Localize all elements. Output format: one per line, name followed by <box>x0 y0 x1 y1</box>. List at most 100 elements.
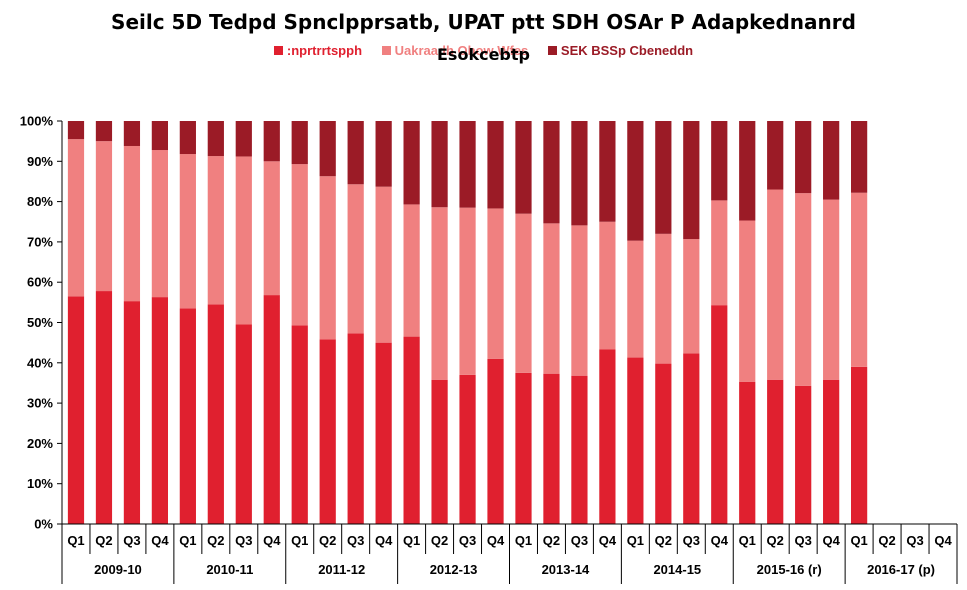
bar-segment-3 <box>319 121 336 177</box>
bar-segment-3 <box>375 121 392 187</box>
bar-segment-3 <box>627 121 644 241</box>
x-group-label: 2010-11 <box>206 562 253 577</box>
bar-segment-3 <box>767 121 784 190</box>
x-tick-label: Q4 <box>599 533 617 548</box>
bar-segment-2 <box>95 141 113 292</box>
bar-segment-3 <box>235 121 252 157</box>
x-group-label: 2013-14 <box>542 562 590 577</box>
bar-segment-1 <box>823 379 840 524</box>
x-tick-label: Q3 <box>906 533 923 548</box>
bar-segment-2 <box>655 233 672 364</box>
legend-swatch <box>273 46 283 55</box>
bar-segment-3 <box>207 121 224 157</box>
bar-segment-2 <box>795 193 812 386</box>
x-group-label: 2016-17 (p) <box>867 562 935 577</box>
bar-segment-1 <box>655 363 672 524</box>
y-tick-label: 80% <box>27 194 53 209</box>
x-tick-label: Q1 <box>515 533 532 548</box>
legend-item-series-3: SEK BSSp Cbeneddn <box>547 43 694 58</box>
bar-segment-1 <box>151 297 169 524</box>
bar-segment-1 <box>123 301 141 524</box>
x-group-label: 2009-10 <box>94 562 142 577</box>
bar-segment-1 <box>207 304 224 524</box>
bar-segment-3 <box>179 121 196 155</box>
legend-label: SEK BSSp Cbeneddn <box>560 43 694 58</box>
x-tick-label: Q1 <box>850 533 867 548</box>
bar-segment-1 <box>179 308 196 524</box>
bar-segment-1 <box>515 372 532 524</box>
x-tick-label: Q2 <box>655 533 672 548</box>
bar-segment-3 <box>515 121 532 214</box>
x-group-label: 2014-15 <box>653 562 701 577</box>
bar-segment-2 <box>347 184 364 334</box>
x-tick-label: Q2 <box>95 533 112 548</box>
bar-segment-1 <box>599 349 616 524</box>
bar-segment-3 <box>850 121 868 193</box>
bar-segment-2 <box>179 154 196 309</box>
bar-segment-1 <box>627 357 644 524</box>
bar-segment-2 <box>291 164 308 326</box>
bar-segment-3 <box>487 121 504 209</box>
bar-segment-2 <box>207 156 224 305</box>
bar-segment-1 <box>347 333 364 524</box>
legend-item-series-2: Uakraadh Ohow Wfes <box>381 43 529 58</box>
bar-segment-2 <box>459 207 476 375</box>
chart-subtitle: Esokcebtp <box>437 45 530 64</box>
x-tick-label: Q4 <box>151 533 169 548</box>
bar-segment-2 <box>627 240 644 358</box>
x-tick-label: Q4 <box>822 533 840 548</box>
bar-segment-3 <box>123 121 141 146</box>
legend-swatch <box>381 46 391 55</box>
y-tick-label: 20% <box>27 436 53 451</box>
bar-segment-3 <box>459 121 476 208</box>
y-tick-label: 100% <box>20 114 54 129</box>
bar-segment-2 <box>599 221 616 350</box>
x-tick-label: Q4 <box>711 533 729 548</box>
bar-segment-2 <box>375 186 392 343</box>
y-tick-label: 30% <box>27 396 53 411</box>
bar-segment-3 <box>655 121 672 234</box>
bar-segment-2 <box>403 204 420 337</box>
bar-segment-1 <box>263 295 280 524</box>
y-tick-label: 10% <box>27 476 53 491</box>
x-tick-label: Q3 <box>459 533 476 548</box>
x-tick-label: Q2 <box>767 533 784 548</box>
bar-segment-2 <box>850 192 868 367</box>
x-tick-label: Q3 <box>347 533 364 548</box>
bar-segment-3 <box>403 121 420 205</box>
bar-segment-3 <box>543 121 560 224</box>
bar-segment-2 <box>235 156 252 325</box>
bar-segment-3 <box>795 121 812 194</box>
bar-segment-1 <box>67 296 85 524</box>
bar-segment-3 <box>571 121 588 226</box>
bar-segment-3 <box>67 121 85 140</box>
bar-segment-2 <box>739 220 756 382</box>
bar-segment-1 <box>235 324 252 524</box>
x-tick-label: Q1 <box>67 533 84 548</box>
x-tick-label: Q1 <box>739 533 756 548</box>
bar-segment-1 <box>683 353 700 524</box>
bar-segment-1 <box>95 291 113 524</box>
y-tick-label: 70% <box>27 234 53 249</box>
bar-segment-1 <box>431 379 448 524</box>
y-tick-label: 50% <box>27 315 53 330</box>
bar-segment-1 <box>543 373 560 524</box>
legend-label: Uakraadh Ohow Wfes <box>394 43 529 58</box>
x-tick-label: Q4 <box>934 533 952 548</box>
bar-segment-3 <box>291 121 308 165</box>
bar-segment-3 <box>711 121 728 201</box>
bar-segment-3 <box>263 121 280 162</box>
bar-segment-1 <box>795 385 812 524</box>
bar-segment-1 <box>403 336 420 524</box>
x-tick-label: Q1 <box>403 533 420 548</box>
bar-segment-1 <box>459 374 476 524</box>
bar-segment-2 <box>711 200 728 306</box>
bar-segment-1 <box>375 342 392 524</box>
x-tick-label: Q4 <box>375 533 393 548</box>
y-tick-label: 60% <box>27 275 53 290</box>
x-tick-label: Q3 <box>795 533 812 548</box>
bar-segment-1 <box>711 305 728 524</box>
bar-segment-2 <box>543 223 560 374</box>
x-tick-label: Q4 <box>487 533 505 548</box>
